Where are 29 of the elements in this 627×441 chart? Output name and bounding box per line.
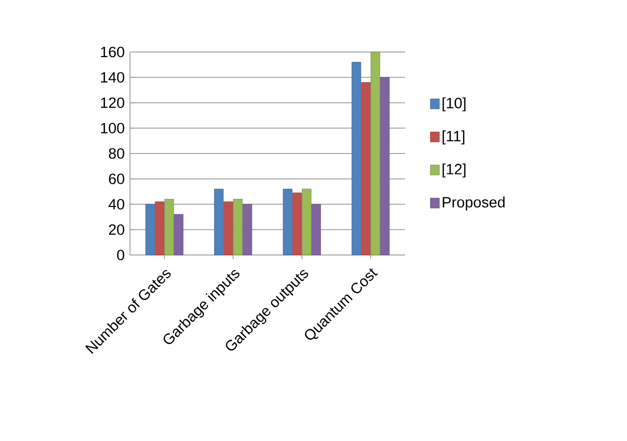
y-tick-label: 60 xyxy=(108,174,124,184)
y-tick-label: 160 xyxy=(101,46,124,58)
bar xyxy=(370,52,380,256)
legend-label: [12] xyxy=(442,163,466,178)
bar xyxy=(214,188,224,256)
bar xyxy=(361,82,371,256)
legend-label: Proposed xyxy=(442,196,505,210)
bar xyxy=(282,188,292,256)
y-tick-label: 80 xyxy=(108,148,124,159)
legend-label: [10] xyxy=(442,97,466,112)
bar xyxy=(311,204,321,256)
bar xyxy=(352,62,362,256)
bar xyxy=(242,204,252,256)
y-tick-label: 0 xyxy=(117,250,124,260)
y-tick-label: 40 xyxy=(108,198,124,210)
y-tick-label: 20 xyxy=(108,224,124,235)
bar xyxy=(380,77,390,256)
y-tick-label: 120 xyxy=(101,97,124,108)
bar xyxy=(292,192,302,256)
legend-label: [11] xyxy=(442,130,464,144)
bar xyxy=(164,198,174,256)
bar xyxy=(154,202,164,256)
bar xyxy=(233,198,243,256)
bar xyxy=(224,202,234,256)
y-tick-label: 100 xyxy=(101,122,124,134)
bar xyxy=(174,214,184,256)
bar xyxy=(302,188,312,256)
bar xyxy=(145,204,155,256)
y-tick-label: 140 xyxy=(101,72,124,83)
